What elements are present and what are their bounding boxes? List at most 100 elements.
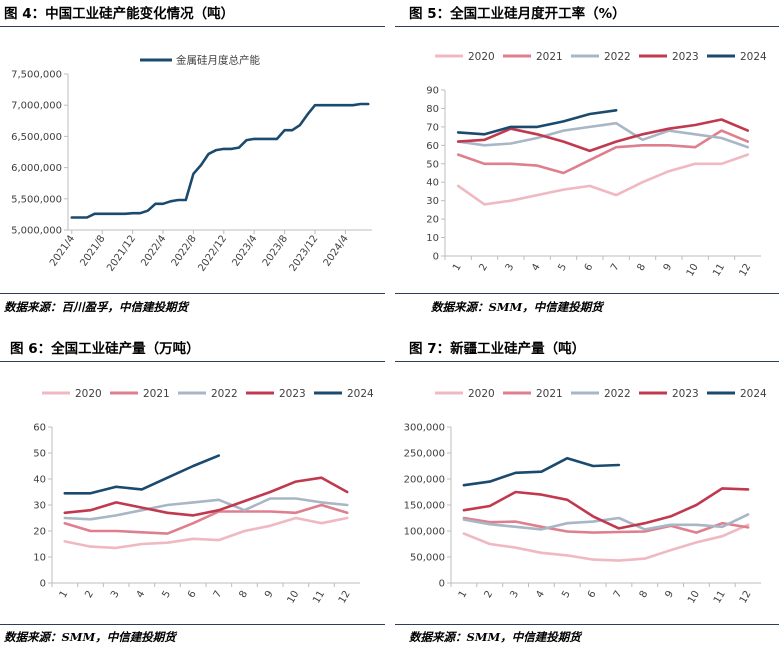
y-tick-label: 70 bbox=[426, 122, 439, 133]
legend-label-2021: 2021 bbox=[143, 388, 170, 400]
chart-xinjiang-output: 0 50,000 100,000 150,000 200,000 250,000 300,0… bbox=[404, 388, 767, 606]
y-tick-label: 200,000 bbox=[404, 475, 445, 486]
series-line-2024 bbox=[63, 454, 221, 495]
y-tick-label: 100,000 bbox=[404, 527, 445, 538]
y-tick-label: 10 bbox=[33, 553, 46, 564]
title-rule bbox=[395, 26, 779, 27]
x-tick-label: 2022/8 bbox=[170, 233, 199, 268]
panel-operating-rate: 图 5：全国工业硅月度开工率（%） 0 10 20 30 40 50 60 70 80 90 1 2 3… bbox=[393, 0, 779, 322]
y-tick-label: 0 bbox=[439, 579, 445, 590]
chart-title: 图 7：新疆工业硅产量（吨） bbox=[409, 341, 586, 357]
x-tick-label: 4 bbox=[530, 262, 543, 273]
chart-title: 图 5：全国工业硅月度开工率（%） bbox=[409, 6, 626, 22]
x-tick-label: 2021/12 bbox=[105, 233, 138, 273]
x-tick-label: 11 bbox=[311, 589, 327, 606]
y-tick-label: 20 bbox=[426, 215, 439, 226]
x-tick-label: 7 bbox=[212, 589, 225, 600]
source-rule bbox=[395, 293, 779, 294]
title-rule bbox=[395, 361, 779, 362]
legend-label-2021: 2021 bbox=[536, 51, 563, 63]
x-tick-label: 1 bbox=[58, 589, 71, 600]
y-tick-label: 6,500,000 bbox=[11, 132, 62, 143]
y-tick-label: 300,000 bbox=[404, 423, 445, 434]
series-line-2022 bbox=[63, 497, 349, 521]
x-tick-label: 3 bbox=[508, 589, 521, 600]
y-tick-label: 40 bbox=[426, 178, 439, 189]
source-rule bbox=[395, 624, 779, 625]
x-tick-label: 2022/4 bbox=[139, 233, 168, 268]
y-tick-label: 0 bbox=[433, 252, 439, 263]
x-tick-label: 12 bbox=[337, 589, 353, 606]
series-line-2021 bbox=[456, 129, 750, 175]
panel-xinjiang-output: 图 7：新疆工业硅产量（吨） 0 50,000 100,000 150,000 200,… bbox=[393, 333, 779, 651]
x-tick-label: 2023/8 bbox=[261, 233, 290, 268]
y-tick-label: 5,500,000 bbox=[11, 194, 62, 205]
y-tick-label: 40 bbox=[33, 475, 46, 486]
y-tick-label: 5,000,000 bbox=[11, 226, 62, 237]
x-tick-label: 8 bbox=[635, 262, 648, 273]
x-tick-label: 2022/12 bbox=[196, 233, 229, 273]
x-tick-label: 7 bbox=[612, 589, 625, 600]
series-line-2023 bbox=[456, 118, 750, 153]
x-tick-label: 11 bbox=[712, 589, 728, 606]
series-line-2024 bbox=[462, 456, 621, 487]
series-line-2020 bbox=[63, 516, 349, 550]
y-tick-label: 60 bbox=[426, 141, 439, 152]
x-tick-label: 11 bbox=[711, 262, 727, 279]
x-tick-label: 10 bbox=[685, 262, 701, 279]
y-tick-label: 30 bbox=[33, 501, 46, 512]
y-tick-label: 10 bbox=[426, 233, 439, 244]
y-tick-label: 0 bbox=[40, 579, 46, 590]
legend-label-2023: 2023 bbox=[672, 388, 699, 400]
legend-label-2020: 2020 bbox=[75, 388, 102, 400]
legend-label-2024: 2024 bbox=[347, 388, 374, 400]
x-tick-label: 3 bbox=[504, 262, 517, 273]
x-tick-label: 9 bbox=[662, 262, 675, 273]
x-tick-label: 1 bbox=[451, 262, 464, 273]
source-note: 数据来源：SMM，中信建投期货 bbox=[4, 630, 176, 644]
series-line-2023 bbox=[462, 487, 750, 530]
x-tick-label: 1 bbox=[457, 589, 470, 600]
x-tick-label: 9 bbox=[263, 589, 276, 600]
legend-label-2023: 2023 bbox=[279, 388, 306, 400]
chart-capacity: 5,000,000 5,500,000 6,000,000 6,500,000 7,00… bbox=[11, 54, 372, 274]
series-line-2021 bbox=[63, 503, 349, 535]
legend-label-2020: 2020 bbox=[468, 388, 495, 400]
title-rule bbox=[0, 361, 385, 362]
legend-label-2020: 2020 bbox=[468, 51, 495, 63]
x-tick-label: 6 bbox=[586, 589, 599, 600]
legend-label: 金属硅月度总产能 bbox=[176, 54, 260, 67]
legend-label-2022: 2022 bbox=[604, 388, 631, 400]
y-tick-label: 6,000,000 bbox=[11, 163, 62, 174]
series-line-金属硅月度总产能 bbox=[70, 102, 370, 219]
x-tick-label: 6 bbox=[583, 262, 596, 273]
y-tick-label: 150,000 bbox=[404, 501, 445, 512]
series-line-2021 bbox=[462, 516, 750, 534]
x-tick-label: 8 bbox=[638, 589, 651, 600]
legend-label-2021: 2021 bbox=[536, 388, 563, 400]
title-rule bbox=[0, 26, 385, 27]
x-tick-label: 5 bbox=[560, 589, 573, 600]
x-tick-label: 2023/4 bbox=[230, 233, 259, 268]
x-tick-label: 6 bbox=[186, 589, 199, 600]
source-note: 数据来源：SMM，中信建投期货 bbox=[431, 300, 603, 314]
source-rule bbox=[0, 293, 385, 294]
x-tick-label: 4 bbox=[135, 589, 148, 600]
source-rule bbox=[0, 624, 385, 625]
y-tick-label: 90 bbox=[426, 86, 439, 97]
x-tick-label: 8 bbox=[237, 589, 250, 600]
source-note: 数据来源：百川盈孚，中信建投期货 bbox=[4, 300, 188, 314]
y-tick-label: 7,500,000 bbox=[11, 70, 62, 81]
x-tick-label: 12 bbox=[738, 589, 754, 606]
y-tick-label: 50,000 bbox=[410, 553, 445, 564]
legend-label-2024: 2024 bbox=[740, 388, 767, 400]
panel-national-output: 图 6：全国工业硅产量（万吨） 0 10 20 30 40 50 60 1 2 3 4 5 6 7 8 9 10… bbox=[0, 333, 390, 651]
chart-title: 图 4：中国工业硅产能变化情况（吨） bbox=[4, 6, 235, 22]
y-tick-label: 60 bbox=[33, 423, 46, 434]
x-tick-label: 2 bbox=[477, 262, 490, 273]
chart-title: 图 6：全国工业硅产量（万吨） bbox=[10, 341, 200, 357]
x-tick-label: 5 bbox=[160, 589, 173, 600]
series-line-2020 bbox=[456, 153, 750, 206]
x-tick-label: 9 bbox=[663, 589, 676, 600]
x-tick-label: 4 bbox=[534, 589, 547, 600]
